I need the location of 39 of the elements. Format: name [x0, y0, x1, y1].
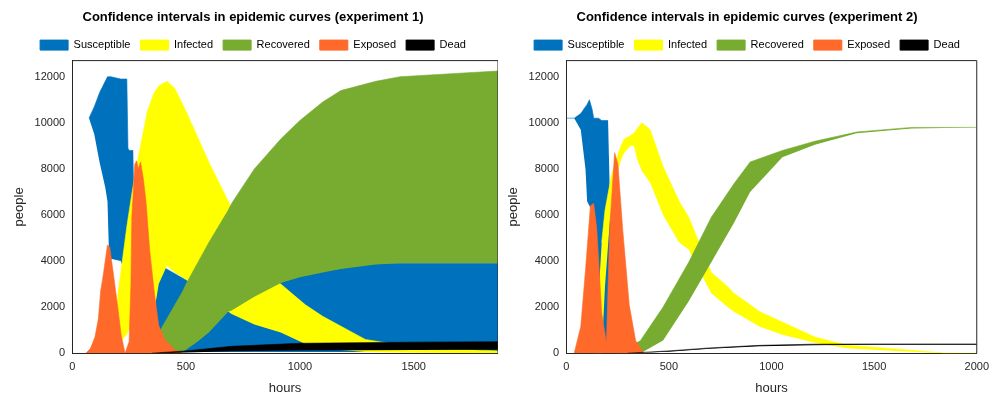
legend-label: Exposed [847, 38, 891, 51]
y-tick-label: 0 [59, 346, 66, 359]
y-tick-label: 2000 [534, 300, 560, 313]
y-tick-label: 0 [553, 346, 560, 359]
x-axis-title: hours [755, 379, 789, 395]
x-tick-label: 500 [659, 359, 679, 372]
legend-label: Susceptible [567, 38, 625, 51]
y-tick-label: 12000 [34, 69, 66, 82]
y-tick-label: 12000 [528, 69, 560, 82]
legend-label: Exposed [353, 38, 397, 51]
legend-label: Dead [933, 38, 960, 51]
y-axis-title: people [505, 187, 521, 227]
y-tick-label: 8000 [534, 161, 560, 174]
legend-label: Recovered [750, 38, 804, 51]
x-axis-title: hours [268, 379, 302, 395]
y-tick-label: 6000 [40, 208, 66, 220]
x-tick-label: 2000 [964, 359, 990, 372]
x-tick-label: 1000 [759, 359, 784, 372]
x-tick-label: 0 [563, 359, 570, 372]
x-tick-label: 1500 [861, 359, 887, 372]
chart-title: Confidence intervals in epidemic curves (experiment 1) [82, 9, 424, 25]
y-tick-label: 4000 [40, 254, 66, 267]
chart-title: Confidence intervals in epidemic curves (experiment 2) [576, 9, 918, 25]
legend-label: Infected [667, 38, 708, 51]
x-tick-label: 1000 [287, 359, 313, 372]
legend-label: Susceptible [73, 38, 131, 51]
y-tick-label: 10000 [34, 115, 66, 128]
x-tick-label: 500 [176, 359, 196, 372]
y-tick-label: 10000 [528, 115, 560, 128]
legend-label: Infected [173, 38, 214, 51]
x-tick-label: 1500 [401, 359, 426, 372]
y-tick-label: 8000 [40, 161, 66, 174]
y-tick-label: 4000 [534, 254, 560, 267]
y-tick-label: 6000 [534, 208, 560, 220]
x-tick-label: 0 [69, 359, 76, 372]
legend-label: Dead [439, 38, 466, 51]
y-tick-label: 2000 [40, 300, 66, 313]
y-axis-title: people [11, 187, 27, 227]
legend-label: Recovered [256, 38, 310, 51]
